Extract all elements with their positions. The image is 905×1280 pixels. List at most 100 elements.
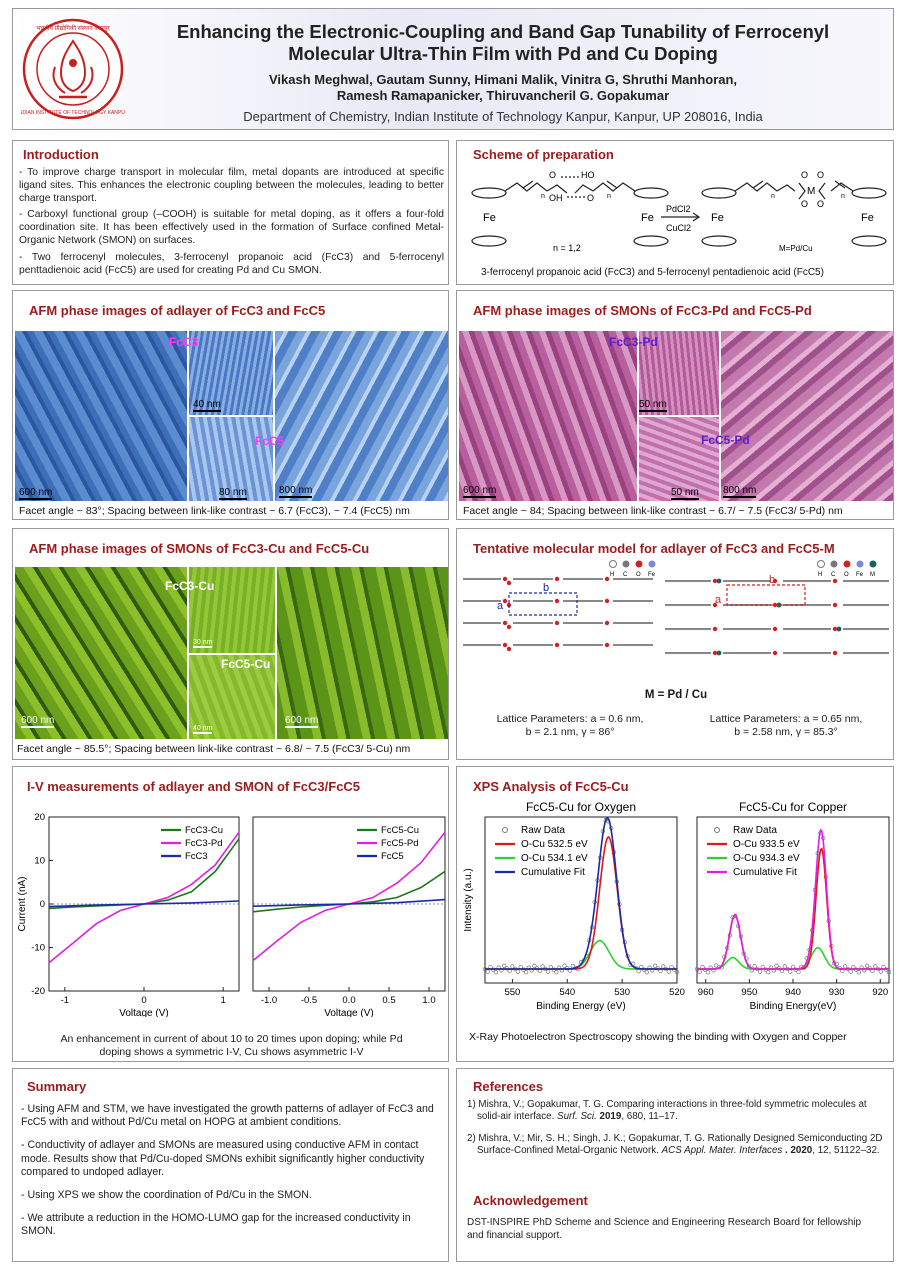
scale-bar-3: 80 nm <box>219 487 247 500</box>
xps-fit-1-2 <box>697 828 889 970</box>
xps-legend-label-0-2: O-Cu 534.1 eV <box>521 853 588 864</box>
o-label-2: O <box>587 193 594 203</box>
xps-raw-point-0-11 <box>644 970 649 975</box>
lattice-params-1-line2: b = 2.1 nm, γ = 86° <box>525 726 615 738</box>
iv-legend-label-0-0: FcC3-Cu <box>185 825 223 836</box>
iv-xtick-label-1-4: 1.0 <box>422 995 435 1006</box>
scale-bar-pd-1: 600 nm <box>463 485 497 498</box>
iv-xtick-label-0-2: 1 <box>221 995 226 1006</box>
label-fcc3: FcC3 <box>169 335 199 349</box>
ref1-pages: , 680, 11–17. <box>621 1111 678 1122</box>
metal-equation: M = Pd / Cu <box>644 689 708 701</box>
legend1-fe: Fe <box>648 572 656 578</box>
lattice-params-1-line1: Lattice Parameters: a = 0.6 nm, <box>496 713 644 725</box>
xps-raw-point-0-5 <box>661 964 666 969</box>
poster-header: भारतीय प्रौद्योगिकी संस्थान कानपुर INDIA… <box>12 8 894 130</box>
reference-2: 2) Mishra, V.; Mir, S. H.; Singh, J. K.;… <box>467 1133 887 1157</box>
afm-pd-image-large <box>459 331 637 501</box>
xps-xtick-label-0-2: 530 <box>614 987 630 998</box>
afm-pd-image-right <box>721 331 893 501</box>
xps-raw-point-1-33 <box>796 969 801 975</box>
ho-label: HO <box>581 170 595 180</box>
iv-xtick-label-1-1: -0.5 <box>301 995 317 1006</box>
iv-ytick-label-3: 10 <box>34 856 45 867</box>
scale-bar-pd-2: 50 nm <box>639 399 667 412</box>
afm-cu-image-fcc5cu <box>189 655 275 739</box>
n-subscript-3: n <box>771 193 775 200</box>
iv-panel: I-V measurements of adlayer and SMON of … <box>12 766 449 1062</box>
xps-xlabel-0: Binding Energy (eV) <box>536 1001 626 1012</box>
xps-xtick-label-0-1: 540 <box>559 987 575 998</box>
xps-legend-marker-1-0 <box>714 827 720 833</box>
reference-1: 1) Mishra, V.; Gopakumar, T. G. Comparin… <box>467 1099 887 1123</box>
acknowledgement-title: Acknowledgement <box>473 1193 588 1208</box>
lattice-a-label-2: a <box>715 594 722 606</box>
atom-legend-2: H C O Fe M <box>817 560 877 578</box>
afm-cu-image-right <box>277 567 448 739</box>
reagent-cucl2: CuCl2 <box>666 223 691 233</box>
xps-title-1: FcC5-Cu for Copper <box>739 800 847 814</box>
references-panel: References 1) Mishra, V.; Gopakumar, T. … <box>456 1068 894 1262</box>
xps-raw-point-0-44 <box>554 970 559 975</box>
legend2-c: C <box>831 572 836 578</box>
iv-ytick-label-1: -10 <box>31 943 45 954</box>
xps-panel: XPS Analysis of FcC5-Cu FcC5-Cu for Oxyg… <box>456 766 894 1062</box>
afm-pd-image-fcc5pd <box>639 417 719 501</box>
xps-xtick-label-1-3: 930 <box>829 987 845 998</box>
xps-ylabel: Intensity (a.u.) <box>463 868 474 931</box>
xps-raw-point-0-8 <box>652 963 658 968</box>
xps-legend-label-1-3: Cumulative Fit <box>733 867 797 878</box>
summary-point-2: - Conductivity of adlayer and SMONs are … <box>21 1139 425 1178</box>
xps-xtick-label-1-2: 940 <box>785 987 801 998</box>
xps-raw-point-0-49 <box>540 964 545 969</box>
lattice-b-label: b <box>543 582 549 594</box>
afm-adlayer-caption: Facet angle ~ 83°; Spacing between link-… <box>19 505 410 517</box>
iv-title: I-V measurements of adlayer and SMON of … <box>27 779 361 794</box>
n-subscript-4: n <box>841 193 845 200</box>
iv-xtick-label-0-0: -1 <box>61 995 69 1006</box>
lattice-params-2-line2: b = 2.58 nm, γ = 85.3° <box>734 726 838 738</box>
xps-legend-label-1-2: O-Cu 934.3 eV <box>733 853 800 864</box>
oh-label: OH <box>549 193 563 203</box>
iv-ytick-label-2: 0 <box>40 899 45 910</box>
xps-legend-marker-0-0 <box>502 827 508 833</box>
xps-raw-point-0-52 <box>532 963 537 968</box>
iv-series-0-1 <box>48 831 240 964</box>
afm-pd-image-fcc3pd <box>639 331 719 415</box>
label-fcc5-pd: FcC5-Pd <box>701 433 750 447</box>
xps-frame-0 <box>484 816 678 984</box>
scale-bar-cu-3: 40 nm <box>193 725 213 734</box>
afm-pd-caption: Facet angle ~ 84; Spacing between link-l… <box>463 505 843 517</box>
o-label-6: O <box>817 199 824 209</box>
ref2-journal: ACS Appl. Mater. Interfaces <box>661 1145 783 1156</box>
scale-bar-1: 600 nm <box>19 487 53 500</box>
xps-xlabel-1: Binding Energy(eV) <box>750 1001 837 1012</box>
xps-caption: X-Ray Photoelectron Spectroscopy showing… <box>469 1031 847 1043</box>
xps-xtick-label-0-3: 520 <box>669 987 685 998</box>
xps-raw-point-0-55 <box>523 970 529 975</box>
afm-pd-title: AFM phase images of SMONs of FcC3-Pd and… <box>473 303 812 318</box>
logo-text-top: भारतीय प्रौद्योगिकी संस्थान कानपुर <box>36 24 110 32</box>
xps-raw-point-0-63 <box>502 963 507 968</box>
xps-raw-point-1-11 <box>856 970 861 975</box>
iv-series-0-2 <box>48 900 240 908</box>
afm-cu-title: AFM phase images of SMONs of FcC3-Cu and… <box>29 541 370 556</box>
iv-ylabel: Current (nA) <box>17 876 28 931</box>
iv-xtick-label-1-3: 0.5 <box>382 995 395 1006</box>
introduction-title: Introduction <box>23 147 99 162</box>
ref1-year: 2019 <box>596 1111 622 1122</box>
xps-xtick-label-1-4: 920 <box>872 987 888 998</box>
summary-panel: Summary - Using AFM and STM, we have inv… <box>12 1068 449 1262</box>
model-panel: Tentative molecular model for adlayer of… <box>456 528 894 760</box>
iv-xtick-label-1-2: 0.0 <box>342 995 355 1006</box>
o-label-1: O <box>549 170 556 180</box>
intro-paragraph-1: - To improve charge transport in molecul… <box>19 167 444 204</box>
scale-bar-4: 800 nm <box>279 485 313 498</box>
iv-legend-label-0-2: FcC3 <box>185 851 208 862</box>
xps-xtick-label-0-0: 550 <box>504 987 520 998</box>
xps-raw-point-1-44 <box>766 970 771 975</box>
lattice-params-2-line1: Lattice Parameters: a = 0.65 nm, <box>709 713 863 725</box>
lattice-b-label-2: b <box>769 574 775 586</box>
summary-point-1: - Using AFM and STM, we have investigate… <box>21 1103 434 1129</box>
ref1-authors-title: 1) Mishra, V.; Gopakumar, T. G. Comparin… <box>467 1099 867 1122</box>
